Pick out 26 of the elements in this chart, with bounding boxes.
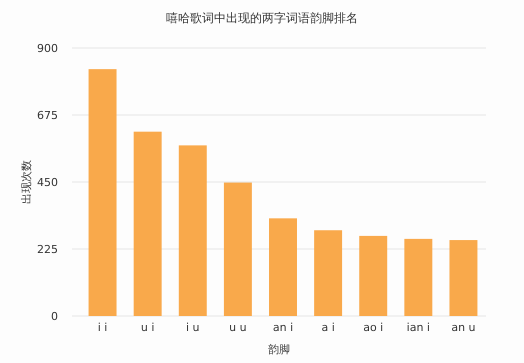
bar — [88, 69, 117, 316]
x-tick-label: ian i — [406, 321, 430, 334]
x-tick-label: u u — [229, 321, 247, 334]
x-tick-label: an i — [272, 321, 294, 334]
y-axis-title: 出现次数 — [20, 160, 33, 204]
bar — [404, 238, 432, 316]
x-tick-label: a i — [321, 321, 335, 334]
y-tick-label: 675 — [37, 108, 58, 122]
x-tick-label: i i — [98, 321, 108, 334]
y-tick-label: 900 — [37, 42, 58, 55]
bar — [449, 240, 478, 316]
y-tick-label: 225 — [37, 242, 58, 256]
y-tick-label: 450 — [37, 176, 58, 189]
x-axis-title: 韵脚 — [268, 343, 290, 356]
y-tick-label: 0 — [51, 310, 58, 323]
bar — [134, 132, 162, 316]
bar — [224, 182, 252, 316]
x-tick-label: i u — [186, 321, 200, 334]
bar — [314, 230, 342, 316]
bar — [359, 236, 388, 316]
x-tick-label: an u — [451, 321, 476, 334]
x-tick-label: ao i — [363, 321, 384, 334]
x-tick-label: u i — [140, 321, 154, 334]
bar — [269, 218, 297, 316]
chart-title: 嘻哈歌词中出现的两字词语韵脚排名 — [166, 11, 358, 25]
bar — [178, 145, 207, 316]
